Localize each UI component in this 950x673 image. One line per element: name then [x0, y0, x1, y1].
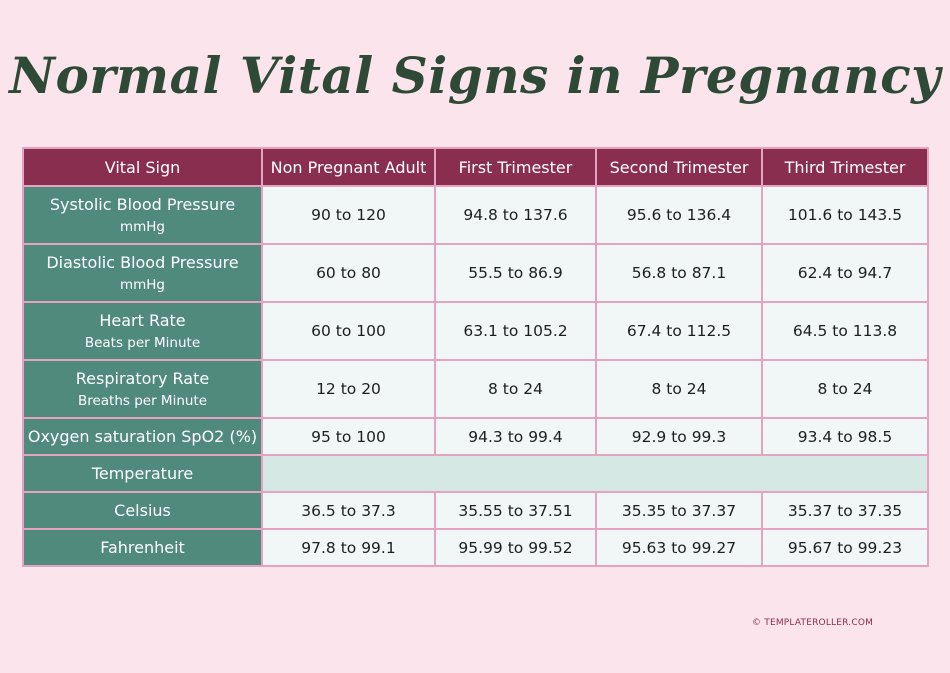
- table-cell: 63.1 to 105.2: [434, 301, 597, 361]
- table-cell: 35.37 to 37.35: [761, 491, 929, 530]
- section-blank-cell: [261, 454, 929, 493]
- table-header-row: Vital Sign Non Pregnant Adult First Trim…: [22, 147, 929, 187]
- table-row: Diastolic Blood Pressure mmHg 60 to 80 5…: [22, 243, 929, 303]
- header-vital-sign: Vital Sign: [22, 147, 263, 187]
- table-cell: 60 to 80: [261, 243, 436, 303]
- table-cell: 101.6 to 143.5: [761, 185, 929, 245]
- table-section-row: Temperature: [22, 454, 929, 493]
- copyright-text: © TEMPLATEROLLER.COM: [752, 618, 874, 628]
- table-cell: 8 to 24: [595, 359, 763, 419]
- table-cell: 12 to 20: [261, 359, 436, 419]
- table-cell: 92.9 to 99.3: [595, 417, 763, 456]
- table-row: Oxygen saturation SpO2 (%) 95 to 100 94.…: [22, 417, 929, 456]
- table-cell: 55.5 to 86.9: [434, 243, 597, 303]
- table-cell: 8 to 24: [761, 359, 929, 419]
- page-title: Normal Vital Signs in Pregnancy: [9, 46, 941, 105]
- table-cell: 97.8 to 99.1: [261, 528, 436, 567]
- row-label-oxygen-saturation: Oxygen saturation SpO2 (%): [22, 417, 263, 456]
- table-row: Respiratory Rate Breaths per Minute 12 t…: [22, 359, 929, 419]
- table-cell: 35.35 to 37.37: [595, 491, 763, 530]
- table-cell: 67.4 to 112.5: [595, 301, 763, 361]
- row-unit-text: Beats per Minute: [84, 334, 201, 351]
- table-cell: 95.63 to 99.27: [595, 528, 763, 567]
- header-non-pregnant-adult: Non Pregnant Adult: [261, 147, 436, 187]
- table-cell: 95.99 to 99.52: [434, 528, 597, 567]
- table-cell: 94.8 to 137.6: [434, 185, 597, 245]
- header-second-trimester: Second Trimester: [595, 147, 763, 187]
- table-row: Heart Rate Beats per Minute 60 to 100 63…: [22, 301, 929, 361]
- header-first-trimester: First Trimester: [434, 147, 597, 187]
- row-label-diastolic: Diastolic Blood Pressure mmHg: [22, 243, 263, 303]
- table-cell: 60 to 100: [261, 301, 436, 361]
- table-cell: 36.5 to 37.3: [261, 491, 436, 530]
- table-row: Celsius 36.5 to 37.3 35.55 to 37.51 35.3…: [22, 491, 929, 530]
- table-cell: 95.67 to 99.23: [761, 528, 929, 567]
- table-row: Fahrenheit 97.8 to 99.1 95.99 to 99.52 9…: [22, 528, 929, 567]
- table-cell: 90 to 120: [261, 185, 436, 245]
- row-label-temperature: Temperature: [22, 454, 263, 493]
- row-unit-text: Breaths per Minute: [77, 392, 208, 409]
- table-cell: 8 to 24: [434, 359, 597, 419]
- row-label-heart-rate: Heart Rate Beats per Minute: [22, 301, 263, 361]
- row-label-systolic: Systolic Blood Pressure mmHg: [22, 185, 263, 245]
- row-label-text: Diastolic Blood Pressure: [46, 253, 239, 273]
- row-unit-text: mmHg: [119, 276, 166, 293]
- row-label-respiratory-rate: Respiratory Rate Breaths per Minute: [22, 359, 263, 419]
- table-cell: 93.4 to 98.5: [761, 417, 929, 456]
- header-third-trimester: Third Trimester: [761, 147, 929, 187]
- table-cell: 95.6 to 136.4: [595, 185, 763, 245]
- table-cell: 62.4 to 94.7: [761, 243, 929, 303]
- row-label-celsius: Celsius: [22, 491, 263, 530]
- table-cell: 94.3 to 99.4: [434, 417, 597, 456]
- vital-signs-table: Vital Sign Non Pregnant Adult First Trim…: [22, 147, 929, 567]
- table-cell: 64.5 to 113.8: [761, 301, 929, 361]
- table-cell: 56.8 to 87.1: [595, 243, 763, 303]
- row-label-fahrenheit: Fahrenheit: [22, 528, 263, 567]
- row-unit-text: mmHg: [119, 218, 166, 235]
- table-cell: 35.55 to 37.51: [434, 491, 597, 530]
- row-label-text: Heart Rate: [99, 311, 186, 331]
- table-row: Systolic Blood Pressure mmHg 90 to 120 9…: [22, 185, 929, 245]
- row-label-text: Systolic Blood Pressure: [49, 195, 236, 215]
- table-cell: 95 to 100: [261, 417, 436, 456]
- row-label-text: Respiratory Rate: [75, 369, 210, 389]
